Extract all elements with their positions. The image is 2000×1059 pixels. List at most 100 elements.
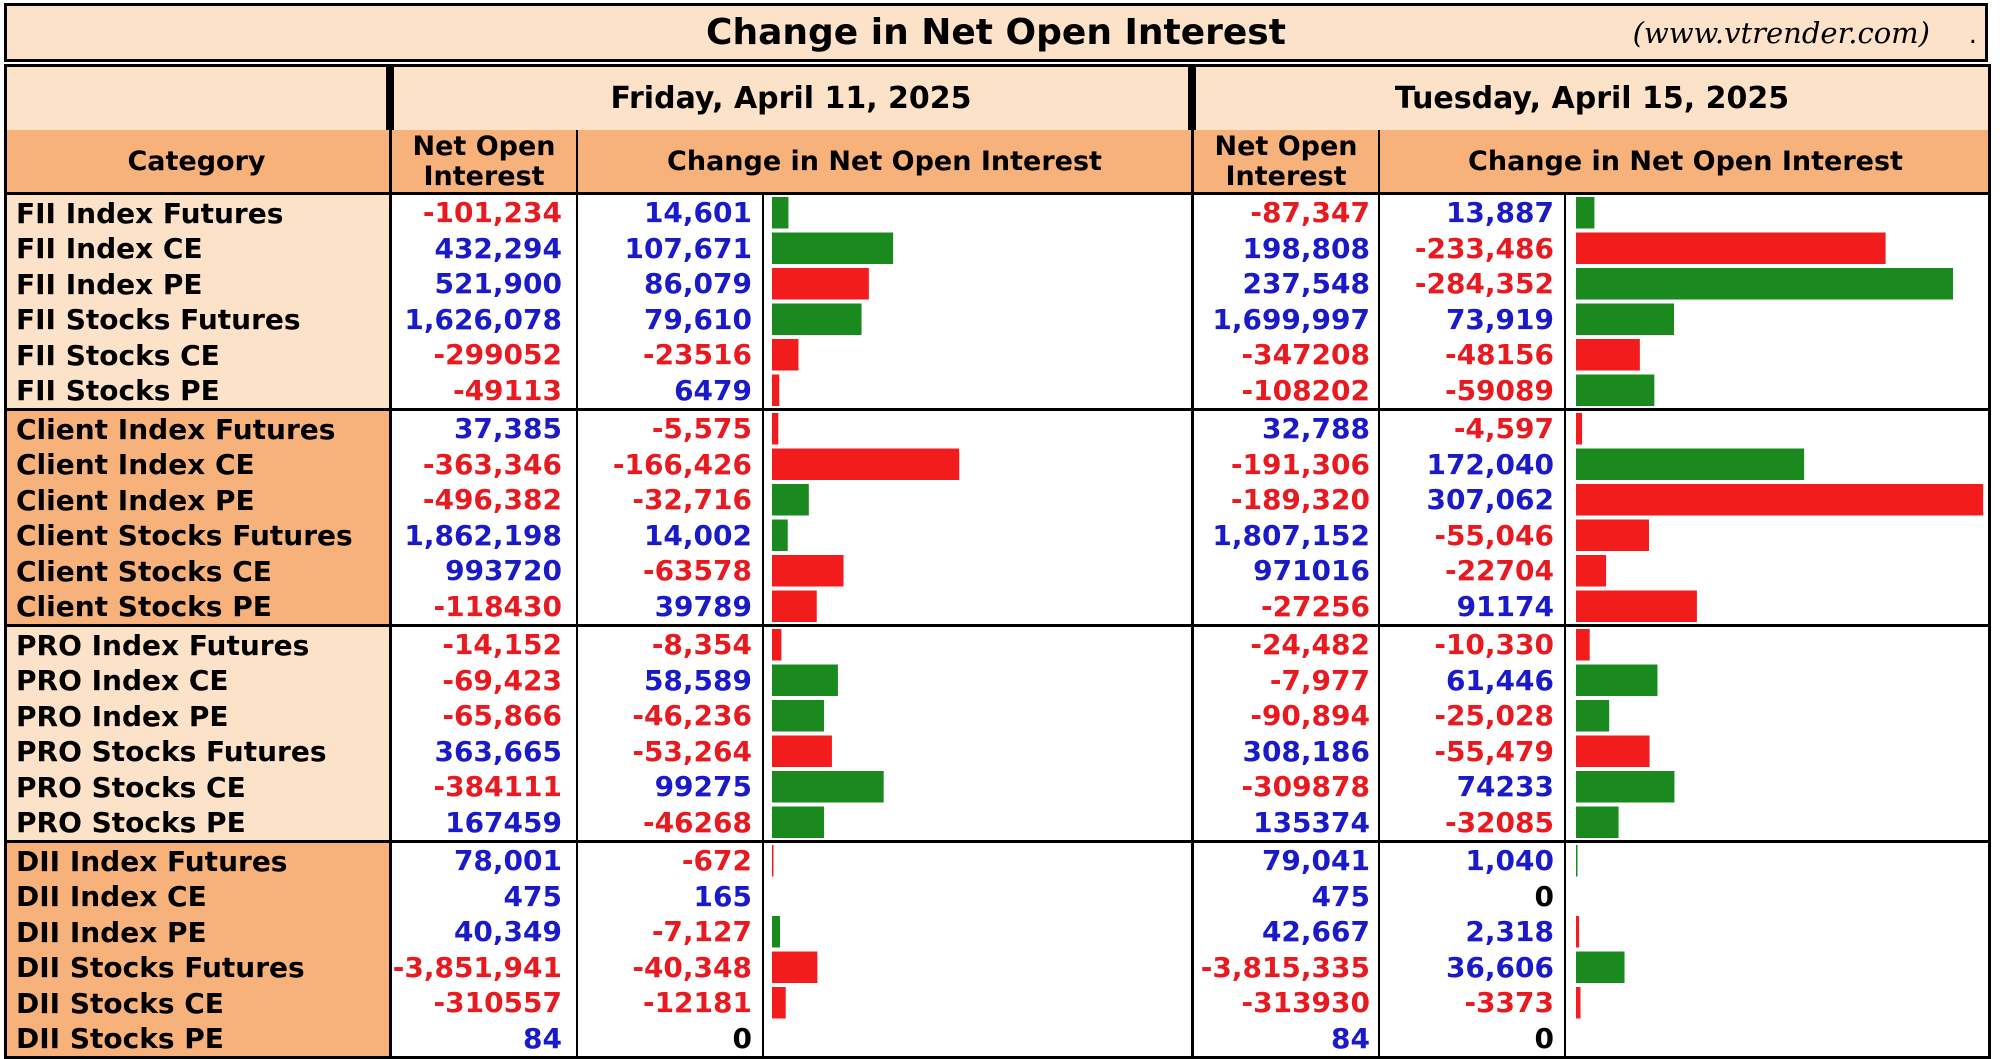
separator-category <box>389 64 392 1057</box>
change-bar <box>772 916 781 948</box>
change-value: 86,079 <box>643 267 752 301</box>
net-oi-value: -108202 <box>1241 373 1370 407</box>
site-dot: . <box>1968 20 1977 50</box>
change-bar <box>772 951 818 983</box>
net-oi-value: -384111 <box>433 770 562 804</box>
change-bar <box>772 448 960 480</box>
change-bar <box>1576 484 1984 516</box>
net-oi-value: -101,234 <box>422 196 562 230</box>
category-label: FII Stocks CE <box>4 337 389 373</box>
change-bar <box>1576 374 1655 406</box>
net-oi-value: 198,808 <box>1242 231 1370 265</box>
header-net-oi-1: Net Open Interest <box>392 130 576 193</box>
change-value: 14,601 <box>643 196 752 230</box>
category-label: FII Stocks Futures <box>4 301 389 338</box>
change-bar <box>772 413 779 445</box>
change-value: 2,318 <box>1465 915 1554 949</box>
change-bar <box>772 374 780 406</box>
change-bar <box>1576 448 1805 480</box>
change-value: -59089 <box>1444 373 1554 407</box>
category-label: FII Index Futures <box>4 195 389 231</box>
change-value: -55,479 <box>1434 734 1554 768</box>
site-credit: (www.vtrender.com) <box>1632 16 1930 50</box>
change-value: -672 <box>681 844 752 878</box>
net-oi-value: 475 <box>1311 879 1370 913</box>
change-bar <box>1576 845 1578 877</box>
change-bar <box>1576 197 1595 229</box>
net-oi-value: 363,665 <box>434 734 562 768</box>
net-oi-value: -87,347 <box>1250 196 1370 230</box>
change-bar <box>772 232 894 264</box>
change-value: 36,606 <box>1445 950 1554 984</box>
separator-oi-2 <box>1378 130 1380 1057</box>
change-value: 61,446 <box>1445 663 1554 697</box>
change-value: 58,589 <box>643 663 752 697</box>
net-oi-value: 84 <box>523 1021 562 1055</box>
category-label: PRO Index PE <box>4 698 389 734</box>
category-label: FII Stocks PE <box>4 372 389 409</box>
net-oi-value: -3,815,335 <box>1200 950 1370 984</box>
change-value: 0 <box>732 1021 752 1055</box>
corner-cell <box>4 64 389 130</box>
category-label: DII Index Futures <box>4 843 389 879</box>
change-bar <box>1576 339 1640 371</box>
net-oi-value: -309878 <box>1241 770 1370 804</box>
category-label: PRO Stocks Futures <box>4 733 389 770</box>
net-oi-value: 432,294 <box>434 231 562 265</box>
change-value: -5,575 <box>651 412 752 446</box>
change-value: 74233 <box>1456 770 1554 804</box>
separator-days <box>1191 64 1194 1057</box>
date-header-1: Friday, April 11, 2025 <box>391 64 1191 130</box>
net-oi-value: 42,667 <box>1261 915 1370 949</box>
change-value: -10,330 <box>1434 628 1554 662</box>
group-separator <box>4 408 1991 411</box>
change-value: -25,028 <box>1434 699 1554 733</box>
change-bar <box>1576 987 1581 1019</box>
change-bar <box>772 555 844 587</box>
net-oi-value: 1,862,198 <box>404 518 562 552</box>
category-label: Client Index Futures <box>4 411 389 447</box>
change-value: -3373 <box>1464 986 1554 1020</box>
change-value: -40,348 <box>632 950 752 984</box>
net-oi-value: 79,041 <box>1261 844 1370 878</box>
net-oi-value: 475 <box>503 879 562 913</box>
change-value: 107,671 <box>624 231 752 265</box>
category-label: PRO Index Futures <box>4 627 389 663</box>
category-label: DII Index CE <box>4 878 389 915</box>
border-right <box>1988 130 1991 1057</box>
net-oi-value: 1,626,078 <box>404 302 562 336</box>
net-oi-value: -3,851,941 <box>392 950 562 984</box>
net-oi-value: 993720 <box>445 554 562 588</box>
change-value: 1,040 <box>1465 844 1554 878</box>
change-bar <box>1576 590 1697 622</box>
category-label: Client Stocks CE <box>4 553 389 589</box>
net-oi-value: -310557 <box>433 986 562 1020</box>
change-value: 91174 <box>1456 589 1554 623</box>
title-bar: Change in Net Open Interest (www.vtrende… <box>4 3 1988 62</box>
header-category: Category <box>4 130 389 193</box>
category-label: DII Stocks Futures <box>4 949 389 986</box>
change-bar <box>772 700 825 732</box>
net-oi-value: -189,320 <box>1230 483 1370 517</box>
date-header-2: Tuesday, April 15, 2025 <box>1193 64 1991 130</box>
change-bar <box>1576 232 1886 264</box>
change-bar <box>772 664 838 696</box>
net-oi-value: 32,788 <box>1261 412 1370 446</box>
change-value: -22704 <box>1444 554 1554 588</box>
change-bar <box>1576 806 1619 838</box>
change-value: 172,040 <box>1426 447 1554 481</box>
net-oi-value: 167459 <box>445 805 562 839</box>
net-oi-value: -347208 <box>1241 338 1370 372</box>
header-bottom-line <box>4 192 1991 195</box>
change-value: -46,236 <box>632 699 752 733</box>
change-bar <box>772 303 862 335</box>
change-bar <box>772 845 774 877</box>
header-net-oi-line1: Net Open <box>412 130 556 162</box>
chart-title: Change in Net Open Interest <box>706 12 1286 53</box>
net-oi-value: 135374 <box>1253 805 1370 839</box>
category-label: Client Stocks PE <box>4 588 389 625</box>
header-net-oi-line1: Net Open <box>1214 130 1358 162</box>
net-oi-value: -299052 <box>433 338 562 372</box>
change-bar <box>1576 629 1590 661</box>
